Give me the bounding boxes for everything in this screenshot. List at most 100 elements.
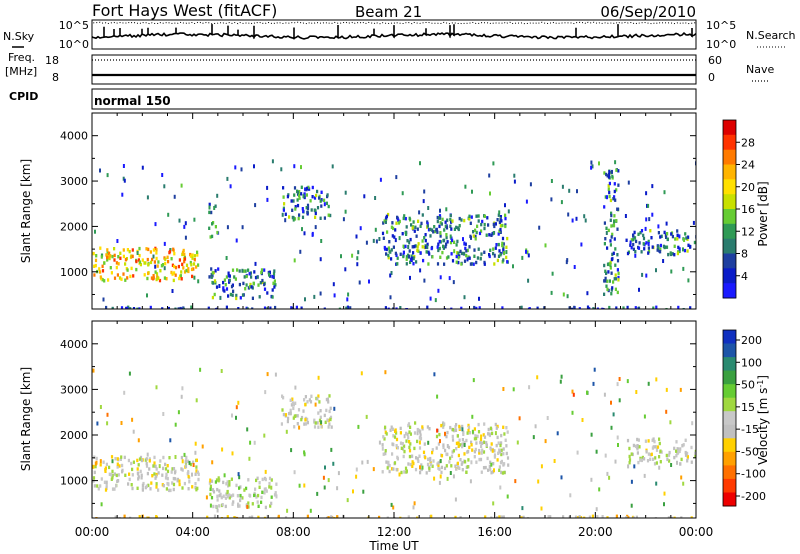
data-cell	[355, 467, 358, 472]
data-cell	[243, 488, 246, 492]
data-cell	[100, 253, 104, 257]
data-cell	[297, 408, 301, 412]
data-cell	[118, 464, 121, 468]
data-cell	[473, 437, 476, 441]
data-cell	[141, 488, 144, 492]
data-cell	[187, 470, 190, 474]
data-cell	[381, 446, 384, 451]
data-cell	[148, 467, 151, 471]
data-cell	[478, 296, 480, 301]
data-cell	[512, 264, 514, 269]
data-cell	[235, 238, 238, 243]
data-cell	[241, 293, 245, 297]
data-cell	[314, 209, 317, 213]
data-cell	[386, 516, 389, 518]
data-cell	[128, 472, 131, 476]
data-cell	[614, 247, 617, 251]
data-cell	[286, 508, 289, 513]
freq-panel-frame	[91, 54, 697, 85]
data-cell	[99, 484, 102, 488]
data-cell	[152, 464, 155, 468]
data-cell	[683, 238, 686, 242]
data-cell	[195, 465, 198, 469]
data-cell	[237, 504, 240, 508]
data-cell	[440, 465, 443, 470]
data-cell	[443, 228, 446, 232]
data-cell	[663, 190, 666, 195]
data-cell	[148, 459, 151, 463]
data-cell	[616, 207, 620, 211]
data-cell	[679, 387, 682, 392]
data-cell	[239, 496, 242, 500]
data-cell	[372, 467, 375, 472]
data-cell	[499, 230, 502, 234]
data-cell	[402, 216, 405, 221]
data-cell	[527, 278, 530, 283]
data-cell	[387, 212, 390, 217]
data-cell	[108, 256, 111, 261]
data-cell	[384, 306, 387, 309]
data-cell	[399, 431, 402, 435]
data-cell	[398, 236, 401, 241]
data-cell	[652, 457, 655, 461]
data-cell	[391, 442, 394, 446]
data-cell	[291, 208, 294, 212]
data-cell	[402, 244, 405, 248]
cpid-panel-frame	[91, 88, 697, 110]
data-cell	[452, 449, 455, 453]
data-cell	[180, 455, 183, 460]
data-cell	[470, 440, 473, 444]
data-cell	[499, 450, 502, 454]
data-cell	[115, 265, 118, 270]
data-cell	[425, 471, 428, 475]
data-cell	[617, 183, 620, 187]
data-cell	[329, 406, 332, 410]
data-cell	[460, 262, 463, 266]
noise-search-trace	[92, 21, 696, 25]
data-cell	[188, 460, 191, 465]
data-cell	[240, 167, 243, 172]
data-cell	[627, 180, 630, 185]
data-cell	[93, 484, 96, 488]
data-cell	[647, 381, 650, 386]
y-tick-label: 2000	[60, 220, 88, 233]
data-cell	[246, 504, 249, 509]
data-cell	[292, 199, 295, 203]
freq-tick-bottom: 8	[52, 71, 59, 84]
data-cell	[220, 495, 223, 500]
data-cell	[356, 262, 359, 267]
data-cell	[325, 201, 328, 205]
data-cell	[293, 164, 296, 169]
data-cell	[625, 238, 628, 242]
data-cell	[643, 414, 646, 419]
noise-left-label: N.Sky	[3, 30, 35, 43]
data-cell	[416, 439, 419, 444]
data-cell	[135, 267, 138, 272]
data-cell	[393, 235, 396, 239]
data-cell	[294, 205, 297, 209]
data-cell	[485, 443, 488, 447]
data-cell	[141, 258, 144, 262]
data-cell	[468, 445, 471, 450]
data-cell	[375, 239, 378, 244]
data-cell	[131, 417, 134, 422]
data-cell	[303, 192, 306, 196]
data-cell	[190, 305, 193, 309]
data-cell	[477, 247, 480, 251]
data-cell	[666, 457, 669, 462]
data-cell	[256, 275, 259, 279]
data-cell	[345, 306, 348, 309]
y-tick-label: 2000	[60, 429, 88, 442]
data-cell	[532, 435, 535, 440]
data-cell	[253, 491, 256, 496]
data-cell	[122, 176, 125, 181]
data-cell	[384, 451, 387, 456]
data-cell	[196, 486, 199, 491]
data-cell	[289, 408, 292, 413]
data-cell	[568, 306, 571, 309]
data-cell	[487, 427, 490, 432]
data-cell	[333, 406, 336, 411]
data-cell	[138, 457, 142, 461]
data-cell	[238, 504, 241, 508]
data-cell	[458, 216, 461, 221]
